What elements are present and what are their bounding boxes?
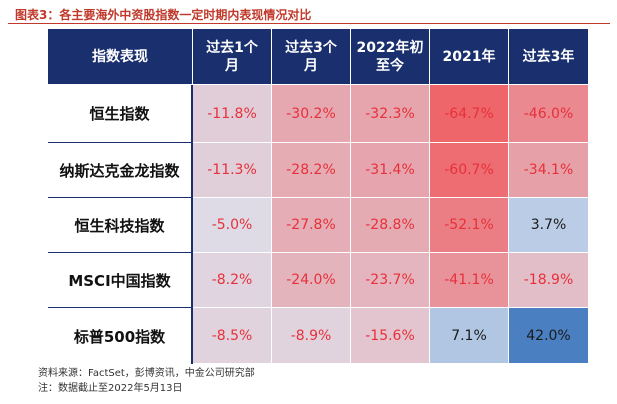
row-label: 标普500指数 [48,308,193,364]
table-row: 标普500指数 -8.5% -8.9% -15.6% 7.1% 42.0% [48,308,589,364]
column-header: 2021年 [430,29,509,85]
column-header: 过去3年 [509,29,589,85]
column-header: 过去1个月 [193,29,272,85]
table-cell: -52.1% [430,198,509,253]
row-label: MSCI中国指数 [48,253,193,308]
data-cutoff-note: 注：数据截止至2022年5月13日 [38,383,183,394]
table-cell: -34.1% [509,143,589,198]
table-cell: 42.0% [509,308,589,364]
table-cell: -11.3% [193,143,272,198]
table-cell: -5.0% [193,198,272,253]
table-row: 纳斯达克金龙指数 -11.3% -28.2% -31.4% -60.7% -34… [48,143,589,198]
table-cell: -8.2% [193,253,272,308]
column-header: 过去3个月 [272,29,351,85]
table-row: MSCI中国指数 -8.2% -24.0% -23.7% -41.1% -18.… [48,253,589,308]
column-header-line2: 至今 [376,57,404,74]
figure-title: 图表3：各主要海外中资股指数一定时期内表现情况对比 [15,8,312,22]
table-cell: -28.2% [272,143,351,198]
table-cell: -64.7% [430,85,509,143]
table-cell: -28.8% [351,198,430,253]
performance-table: 指数表现 过去1个月 过去3个月 2022年初 至今 2021年 过去3年 恒生指… [48,29,589,364]
table-cell: -31.4% [351,143,430,198]
table-cell: -41.1% [430,253,509,308]
table-cell: -23.7% [351,253,430,308]
row-label: 恒生科技指数 [48,198,193,253]
table-cell: -24.0% [272,253,351,308]
header-row: 指数表现 过去1个月 过去3个月 2022年初 至今 2021年 过去3年 [48,29,589,85]
table-cell: 3.7% [509,198,589,253]
column-header-line1: 过去3个 [285,39,337,56]
column-header-line1: 过去1个 [206,39,258,56]
table-cell: -18.9% [509,253,589,308]
table-cell: -60.7% [430,143,509,198]
table-cell: -15.6% [351,308,430,364]
corner-header: 指数表现 [48,29,193,85]
table-cell: -27.8% [272,198,351,253]
column-header-line1: 2021年 [442,48,496,65]
table-cell: -30.2% [272,85,351,143]
table-row: 恒生科技指数 -5.0% -27.8% -28.8% -52.1% 3.7% [48,198,589,253]
source-note: 资料来源：FactSet，彭博资讯，中金公司研究部 [38,368,255,379]
table-cell: -8.5% [193,308,272,364]
column-header-line1: 2022年初 [356,39,424,56]
column-header: 2022年初 至今 [351,29,430,85]
table-cell: -46.0% [509,85,589,143]
title-divider [8,23,610,24]
table-cell: -32.3% [351,85,430,143]
table-row: 恒生指数 -11.8% -30.2% -32.3% -64.7% -46.0% [48,85,589,143]
column-header-line2: 月 [304,57,318,74]
column-header-line2: 月 [225,57,239,74]
table-cell: 7.1% [430,308,509,364]
row-label: 纳斯达克金龙指数 [48,143,193,198]
table-cell: -11.8% [193,85,272,143]
row-label: 恒生指数 [48,85,193,143]
column-header-line1: 过去3年 [522,48,575,65]
table-cell: -8.9% [272,308,351,364]
